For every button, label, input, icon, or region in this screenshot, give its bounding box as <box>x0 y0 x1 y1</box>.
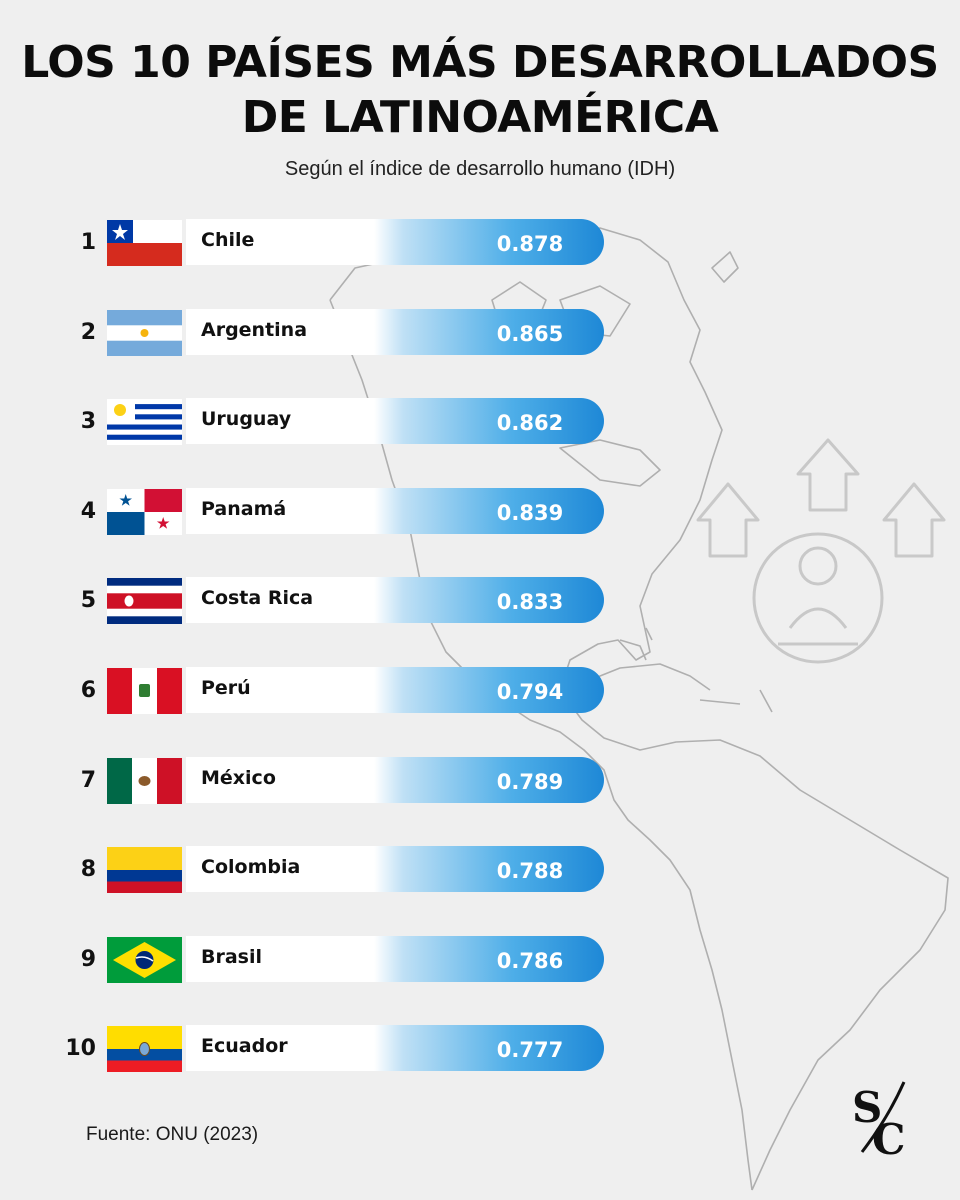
svg-text:S: S <box>852 1083 882 1132</box>
value-bar <box>186 577 604 623</box>
ranking-row: 1 Chile 0.878 <box>0 219 620 267</box>
value-bar <box>186 846 604 892</box>
value-bar <box>186 488 604 534</box>
rank-number: 8 <box>80 857 96 882</box>
panama-flag-icon <box>107 489 182 535</box>
rank-number: 2 <box>80 320 96 345</box>
peru-flag-icon <box>107 668 182 714</box>
colombia-flag-icon <box>107 847 182 893</box>
ranking-row: 8 Colombia 0.788 <box>0 846 620 894</box>
mexico-flag-icon <box>107 758 182 804</box>
value-label: 0.865 <box>496 322 564 346</box>
value-bar <box>186 667 604 713</box>
value-bar <box>186 757 604 803</box>
ranking-row: 10 Ecuador 0.777 <box>0 1025 620 1073</box>
ranking-row: 9 Brasil 0.786 <box>0 936 620 984</box>
ranking-row: 6 Perú 0.794 <box>0 667 620 715</box>
rank-number: 6 <box>80 678 96 703</box>
chile-flag-icon <box>107 220 182 266</box>
rank-number: 5 <box>80 588 96 613</box>
value-bar <box>186 1025 604 1071</box>
brand-logo: S C <box>852 1081 905 1158</box>
page-title-line-2: DE LATINOAMÉRICA <box>241 92 719 143</box>
page-title-line-1: LOS 10 PAÍSES MÁS DESARROLLADOS <box>21 37 939 88</box>
ranking-row: 4 Panamá 0.839 <box>0 488 620 536</box>
rank-number: 3 <box>80 409 96 434</box>
argentina-flag-icon <box>107 310 182 356</box>
country-label: Costa Rica <box>201 587 314 609</box>
value-bar <box>186 398 604 444</box>
costa-rica-flag-icon <box>107 578 182 624</box>
value-label: 0.789 <box>496 770 564 794</box>
value-bar <box>186 219 604 265</box>
country-label: Chile <box>201 229 255 251</box>
ranking-row: 5 Costa Rica 0.833 <box>0 577 620 625</box>
page-subtitle: Según el índice de desarrollo humano (ID… <box>284 158 676 180</box>
ranking-row: 7 México 0.789 <box>0 757 620 805</box>
ecuador-flag-icon <box>107 1026 182 1072</box>
country-label: Uruguay <box>201 408 292 430</box>
value-label: 0.794 <box>496 680 564 704</box>
value-label: 0.878 <box>496 232 564 256</box>
country-label: Panamá <box>201 498 287 520</box>
rank-number: 9 <box>80 947 96 972</box>
value-label: 0.833 <box>496 590 564 614</box>
rank-number: 7 <box>80 768 96 793</box>
value-label: 0.839 <box>496 501 564 525</box>
value-label: 0.862 <box>496 411 564 435</box>
country-label: Brasil <box>201 946 263 968</box>
country-label: México <box>201 767 276 789</box>
country-label: Perú <box>201 677 251 699</box>
value-label: 0.777 <box>496 1038 564 1062</box>
uruguay-flag-icon <box>107 399 182 445</box>
ranking-row: 2 Argentina 0.865 <box>0 309 620 357</box>
rank-number: 10 <box>65 1036 96 1061</box>
value-bar <box>186 936 604 982</box>
value-label: 0.788 <box>496 859 564 883</box>
value-label: 0.786 <box>496 949 564 973</box>
svg-text:C: C <box>872 1115 905 1158</box>
value-bar <box>186 309 604 355</box>
rank-number: 4 <box>80 499 96 524</box>
brazil-flag-icon <box>107 937 182 983</box>
source-note: Fuente: ONU (2023) <box>86 1124 259 1145</box>
country-label: Argentina <box>201 319 308 341</box>
rank-number: 1 <box>80 230 96 255</box>
country-label: Colombia <box>201 856 301 878</box>
ranking-row: 3 Uruguay 0.862 <box>0 398 620 446</box>
country-label: Ecuador <box>201 1035 288 1057</box>
